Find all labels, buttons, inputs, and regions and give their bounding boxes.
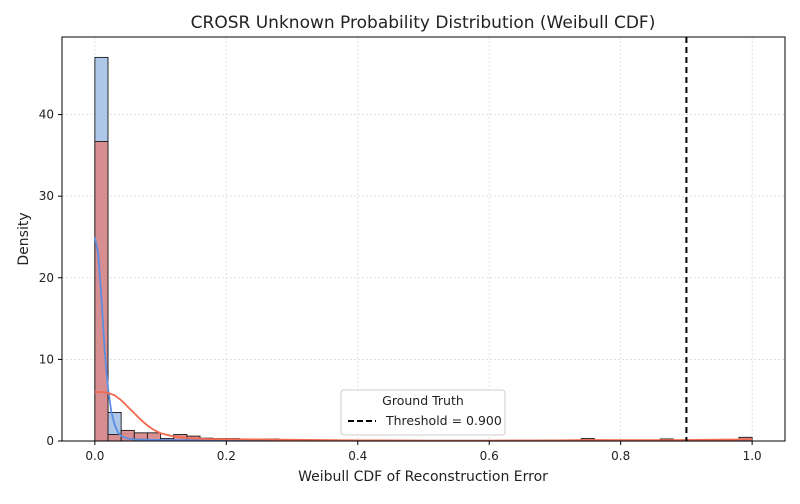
legend-threshold-label: Threshold = 0.900 [385, 413, 502, 428]
y-tick-label-3: 30 [39, 189, 54, 203]
x-tick-label-3: 0.6 [480, 449, 499, 463]
y-axis-label: Density [16, 212, 32, 265]
chart-title: CROSR Unknown Probability Distribution (… [191, 13, 656, 33]
x-tick-label-0: 0.0 [85, 449, 104, 463]
x-tick-label-2: 0.4 [348, 449, 367, 463]
histogram-series-0 [95, 57, 187, 441]
y-tick-label-4: 40 [39, 108, 54, 122]
x-tick-label-4: 0.8 [611, 449, 630, 463]
y-tick-label-0: 0 [46, 434, 54, 448]
x-tick-label-1: 0.2 [217, 449, 236, 463]
y-axis-ticks: 0 10 20 30 40 [39, 108, 62, 448]
x-axis-ticks: 0.0 0.2 0.4 0.6 0.8 1.0 [85, 441, 761, 463]
legend-title: Ground Truth [382, 393, 464, 408]
x-tick-label-5: 1.0 [743, 449, 762, 463]
legend: Ground Truth Threshold = 0.900 [341, 390, 505, 435]
plot-frame [62, 37, 785, 441]
y-tick-label-2: 20 [39, 271, 54, 285]
y-tick-label-1: 10 [39, 352, 54, 366]
gridlines [62, 37, 785, 441]
bar-series1-1 [108, 434, 121, 441]
x-axis-label: Weibull CDF of Reconstruction Error [298, 469, 548, 485]
